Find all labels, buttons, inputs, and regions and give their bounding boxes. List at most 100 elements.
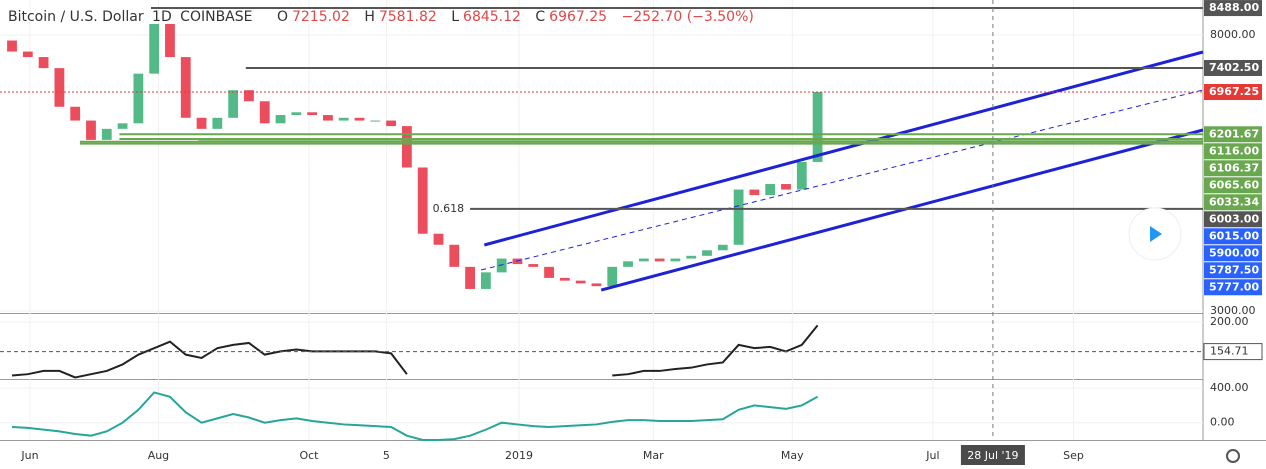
ohlc-value: 7581.82 bbox=[378, 9, 437, 25]
indicator-line bbox=[11, 391, 819, 441]
candle-body bbox=[165, 23, 175, 58]
candle-body bbox=[307, 112, 318, 116]
trend-line bbox=[483, 50, 1204, 247]
price-tag-label: 6967.25 bbox=[1209, 85, 1259, 98]
price-tag-label: 6003.00 bbox=[1209, 212, 1259, 225]
candle-body bbox=[228, 90, 239, 118]
candle-body bbox=[623, 261, 633, 267]
price-tag bbox=[1204, 245, 1262, 262]
ohlc-label: H bbox=[364, 9, 375, 25]
price-tag bbox=[1204, 211, 1262, 228]
candle-body bbox=[323, 115, 333, 121]
candle-body bbox=[291, 112, 302, 116]
candle-body bbox=[544, 266, 554, 278]
candle-body bbox=[796, 161, 807, 190]
candle-body bbox=[749, 189, 760, 196]
y-tick-label: 200.00 bbox=[1210, 315, 1249, 328]
y-tick-label: 3000.00 bbox=[1210, 304, 1256, 317]
interval: 1D bbox=[152, 9, 172, 25]
candle-body bbox=[275, 115, 286, 124]
price-tag-label: 5777.00 bbox=[1209, 280, 1259, 293]
price-tag bbox=[1204, 177, 1262, 194]
x-tick-label: Sep bbox=[1063, 449, 1084, 462]
candle-body bbox=[480, 272, 491, 289]
candle-body bbox=[686, 255, 697, 259]
change: −252.70 (−3.50%) bbox=[621, 9, 754, 25]
candle-body bbox=[765, 184, 776, 196]
candle-body bbox=[244, 90, 254, 102]
candle-body bbox=[702, 250, 712, 256]
indicator-line bbox=[11, 324, 819, 379]
x-tick-label: Oct bbox=[299, 449, 319, 462]
level-label: 154.71 bbox=[1210, 345, 1249, 358]
candle-body bbox=[70, 106, 81, 121]
trend-line bbox=[481, 89, 1204, 271]
candle-body bbox=[607, 266, 618, 287]
price-tag-label: 6033.34 bbox=[1209, 195, 1259, 208]
y-tick-label: 0.00 bbox=[1210, 416, 1235, 429]
price-tag bbox=[1204, 126, 1262, 143]
x-tick-label: Jun bbox=[20, 449, 38, 462]
candle-body bbox=[38, 57, 49, 69]
trend-line bbox=[600, 128, 1204, 292]
price-tag bbox=[1204, 228, 1262, 245]
candle-body bbox=[86, 120, 96, 140]
price-tag bbox=[1204, 279, 1262, 296]
candle-body bbox=[417, 167, 428, 234]
candle-body bbox=[370, 120, 381, 122]
ohlc-label: L bbox=[451, 9, 460, 25]
crosshair-label: 28 Jul '19 bbox=[967, 449, 1018, 462]
price-tag-label: 6201.67 bbox=[1209, 127, 1259, 140]
x-tick-label: Jul bbox=[925, 449, 939, 462]
candle-body bbox=[559, 277, 570, 281]
candle-body bbox=[180, 57, 191, 118]
candle-body bbox=[212, 117, 223, 129]
ohlc-label: O bbox=[276, 9, 288, 25]
price-tag bbox=[1204, 84, 1262, 101]
candle-body bbox=[117, 123, 128, 129]
price-tag bbox=[1204, 160, 1262, 177]
candle-body bbox=[7, 40, 17, 52]
price-tag-label: 7402.50 bbox=[1209, 61, 1259, 74]
candle-body bbox=[812, 92, 823, 162]
price-tag bbox=[1204, 59, 1262, 76]
y-tick-label: 400.00 bbox=[1210, 381, 1249, 394]
ohlc-value: 7215.02 bbox=[291, 9, 350, 25]
candle-body bbox=[433, 233, 444, 245]
candle-body bbox=[449, 244, 460, 267]
settings-icon[interactable] bbox=[1226, 449, 1240, 463]
x-tick-label: 5 bbox=[383, 449, 390, 462]
ohlc-value: 6967.25 bbox=[549, 9, 608, 25]
price-tag-label: 8488.00 bbox=[1209, 1, 1259, 14]
candle-body bbox=[402, 126, 412, 168]
candle-body bbox=[149, 23, 160, 74]
candle-body bbox=[654, 258, 665, 262]
candle-body bbox=[591, 283, 602, 287]
candle-body bbox=[338, 117, 349, 121]
crosshair-tag bbox=[960, 445, 1025, 465]
candle-body bbox=[133, 73, 144, 124]
x-tick-label: Aug bbox=[148, 449, 169, 462]
price-tag-label: 6015.00 bbox=[1209, 229, 1259, 242]
candle-body bbox=[575, 280, 586, 284]
play-icon bbox=[1150, 226, 1162, 242]
candle-body bbox=[54, 68, 65, 107]
candle-body bbox=[670, 258, 681, 262]
price-tag bbox=[1204, 262, 1262, 279]
candle-body bbox=[101, 128, 112, 140]
candle-body bbox=[733, 189, 744, 245]
candle-body bbox=[781, 184, 791, 190]
candle-body bbox=[386, 120, 396, 127]
ohlc-label: C bbox=[535, 9, 546, 25]
price-tag-label: 5787.50 bbox=[1209, 263, 1259, 276]
candle-body bbox=[496, 258, 507, 273]
candle-body bbox=[22, 51, 33, 58]
x-tick-label: May bbox=[781, 449, 804, 462]
level-tag bbox=[1203, 343, 1263, 361]
candle-body bbox=[528, 264, 539, 267]
price-tag bbox=[1204, 194, 1262, 211]
